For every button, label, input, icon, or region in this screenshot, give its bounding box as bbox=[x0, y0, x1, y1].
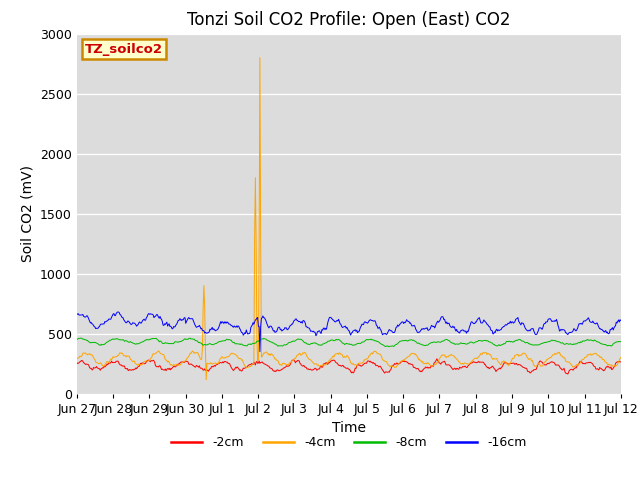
Y-axis label: Soil CO2 (mV): Soil CO2 (mV) bbox=[20, 165, 35, 262]
Legend: -2cm, -4cm, -8cm, -16cm: -2cm, -4cm, -8cm, -16cm bbox=[166, 431, 531, 454]
Title: Tonzi Soil CO2 Profile: Open (East) CO2: Tonzi Soil CO2 Profile: Open (East) CO2 bbox=[187, 11, 511, 29]
X-axis label: Time: Time bbox=[332, 421, 366, 435]
Text: TZ_soilco2: TZ_soilco2 bbox=[85, 43, 163, 56]
